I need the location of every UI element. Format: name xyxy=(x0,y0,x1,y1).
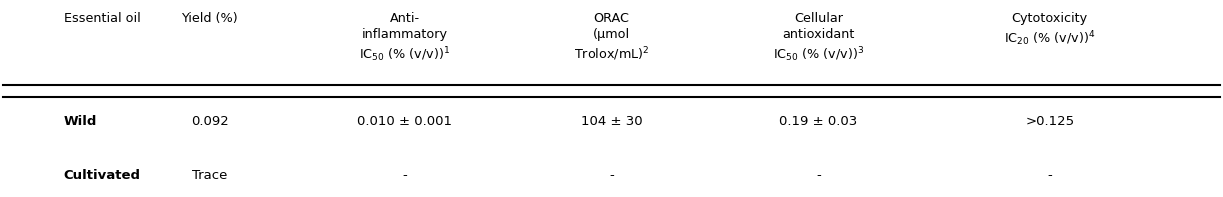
Text: Yield (%): Yield (%) xyxy=(181,12,238,25)
Text: 0.092: 0.092 xyxy=(191,115,229,128)
Text: -: - xyxy=(402,169,407,182)
Text: Essential oil: Essential oil xyxy=(64,12,141,25)
Text: 0.010 ± 0.001: 0.010 ± 0.001 xyxy=(357,115,453,128)
Text: Cytotoxicity
IC$_{20}$ (% (v/v))$^4$: Cytotoxicity IC$_{20}$ (% (v/v))$^4$ xyxy=(1004,12,1096,48)
Text: Trace: Trace xyxy=(192,169,227,182)
Text: 0.19 ± 0.03: 0.19 ± 0.03 xyxy=(779,115,857,128)
Text: 104 ± 30: 104 ± 30 xyxy=(581,115,642,128)
Text: Anti-
inflammatory
IC$_{50}$ (% (v/v))$^1$: Anti- inflammatory IC$_{50}$ (% (v/v))$^… xyxy=(360,12,450,64)
Text: -: - xyxy=(1047,169,1052,182)
Text: Wild: Wild xyxy=(64,115,97,128)
Text: Cellular
antioxidant
IC$_{50}$ (% (v/v))$^3$: Cellular antioxidant IC$_{50}$ (% (v/v))… xyxy=(773,12,863,64)
Text: -: - xyxy=(816,169,821,182)
Text: >0.125: >0.125 xyxy=(1025,115,1074,128)
Text: ORAC
(μmol
Trolox/mL)$^2$: ORAC (μmol Trolox/mL)$^2$ xyxy=(574,12,649,63)
Text: Cultivated: Cultivated xyxy=(64,169,141,182)
Text: -: - xyxy=(609,169,614,182)
